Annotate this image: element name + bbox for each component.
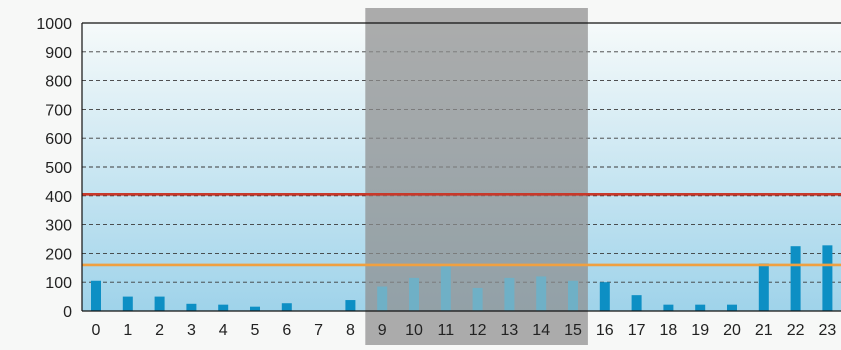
bar (504, 277, 515, 311)
bar (631, 295, 642, 311)
x-tick-label: 21 (755, 322, 773, 339)
x-tick-label: 6 (282, 322, 291, 339)
x-tick-label: 22 (787, 322, 805, 339)
x-tick-label: 16 (596, 322, 614, 339)
y-tick-label: 900 (45, 45, 72, 62)
x-tick-label: 11 (437, 322, 454, 339)
bar (218, 304, 229, 311)
x-tick-label: 9 (378, 322, 387, 339)
x-tick-label: 14 (532, 322, 550, 339)
y-tick-label: 100 (45, 275, 72, 292)
bar (822, 245, 833, 311)
x-tick-label: 15 (564, 322, 582, 339)
x-tick-label: 1 (123, 322, 132, 339)
y-tick-label: 0 (63, 304, 72, 321)
bar (536, 276, 547, 311)
bar (186, 303, 197, 311)
bar (377, 286, 388, 311)
bar (727, 304, 737, 311)
x-tick-label: 3 (187, 322, 196, 339)
x-tick-label: 18 (660, 322, 678, 339)
bar (250, 306, 260, 311)
y-tick-label: 700 (45, 102, 72, 119)
x-tick-label: 10 (405, 322, 423, 339)
x-tick-label: 19 (691, 322, 709, 339)
bar (695, 304, 706, 311)
x-tick-label: 5 (251, 322, 260, 339)
y-tick-label: 300 (45, 218, 72, 235)
x-tick-label: 2 (155, 322, 164, 339)
bar (281, 303, 292, 311)
bar (154, 296, 165, 311)
bar (758, 263, 769, 311)
y-tick-label: 600 (45, 131, 72, 148)
y-tick-label: 200 (45, 246, 72, 263)
bar (122, 296, 133, 311)
x-tick-label: 12 (469, 322, 487, 339)
bar (599, 282, 610, 311)
bar (790, 246, 801, 311)
x-tick-label: 17 (628, 322, 646, 339)
y-tick-label: 500 (45, 160, 72, 177)
y-tick-label: 400 (45, 189, 72, 206)
x-tick-label: 8 (346, 322, 355, 339)
bar (409, 277, 419, 311)
x-tick-label: 0 (92, 322, 101, 339)
x-tick-label: 13 (501, 322, 519, 339)
x-tick-label: 7 (314, 322, 323, 339)
bar (440, 266, 451, 311)
x-tick-label: 20 (723, 322, 741, 339)
bar (663, 304, 674, 311)
bar (568, 280, 578, 311)
y-tick-label: 800 (45, 74, 72, 91)
y-tick-label: 1000 (36, 16, 72, 33)
bar (472, 287, 483, 311)
bar (91, 280, 101, 311)
x-tick-label: 23 (819, 322, 837, 339)
bar (345, 300, 356, 311)
x-tick-label: 4 (219, 322, 228, 339)
